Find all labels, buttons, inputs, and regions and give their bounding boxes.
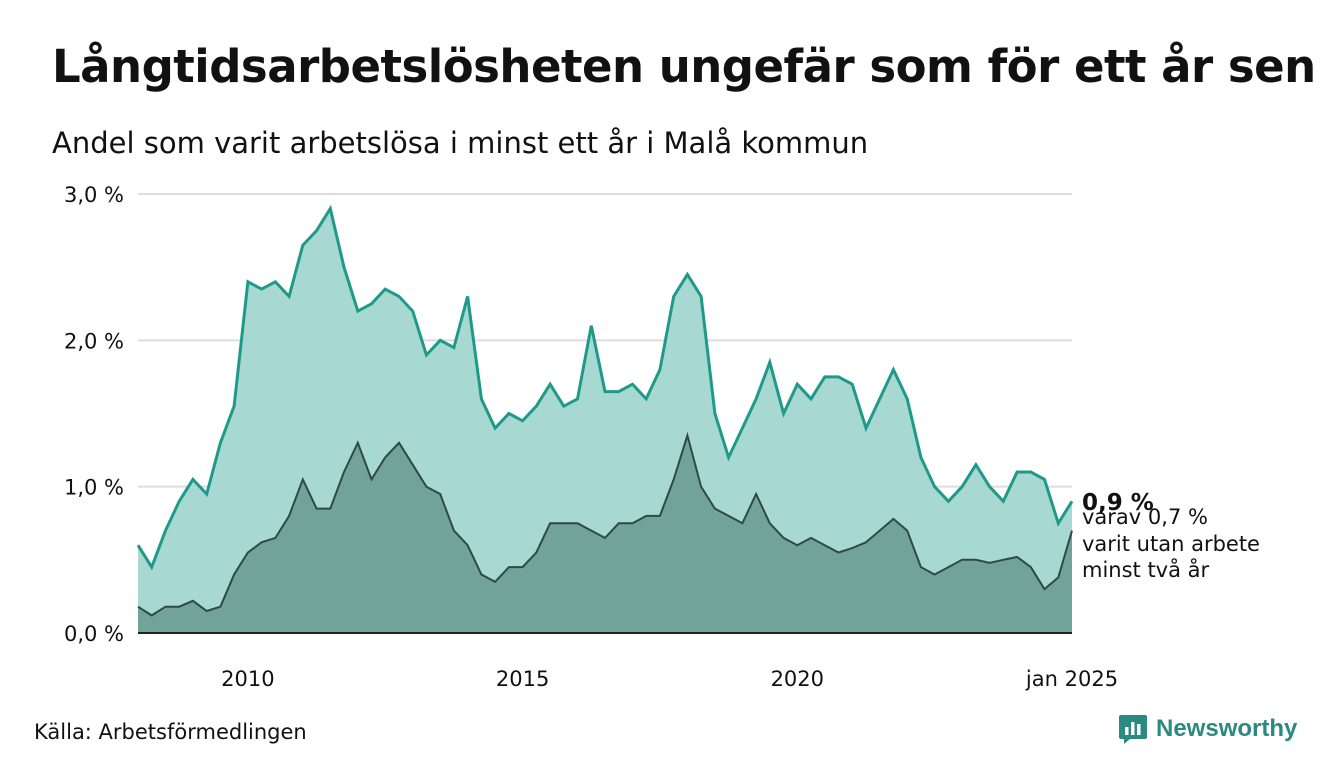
x-tick-label: 2020	[771, 667, 824, 691]
y-tick-label: 2,0 %	[64, 329, 124, 353]
line-min-two-years	[137, 431, 1073, 617]
area-min-two-years	[138, 435, 1072, 633]
line-min-one-year	[136, 204, 1074, 571]
end-label-value: 0,9 %	[1082, 490, 1154, 516]
x-tick-label: jan 2025	[1025, 667, 1118, 691]
x-tick-label: 2015	[496, 667, 549, 691]
end-label-line-1: varav 0,7 %	[1082, 505, 1208, 529]
end-label: 0,9 % varav 0,7 % varit utan arbete mins…	[1082, 490, 1260, 582]
y-tick-label: 0,0 %	[64, 622, 124, 646]
y-axis-ticks: 0,0 % 1,0 % 2,0 % 3,0 %	[64, 183, 124, 646]
y-tick-label: 3,0 %	[64, 183, 124, 207]
end-label-line-3: minst två år	[1082, 557, 1210, 582]
brand-logo: Newsworthy	[1118, 713, 1297, 745]
chart-subtitle: Andel som varit arbetslösa i minst ett å…	[52, 126, 869, 160]
x-tick-label: 2010	[221, 667, 274, 691]
y-tick-label: 1,0 %	[64, 476, 124, 500]
brand-name: Newsworthy	[1156, 715, 1298, 742]
x-axis-ticks: 2010 2015 2020 jan 2025	[221, 667, 1118, 691]
chart-title: Långtidsarbetslösheten ungefär som för e…	[52, 40, 1316, 93]
source-note: Källa: Arbetsförmedlingen	[34, 720, 307, 744]
end-label-line-2: varit utan arbete	[1082, 532, 1260, 556]
newsworthy-icon	[1119, 715, 1147, 744]
